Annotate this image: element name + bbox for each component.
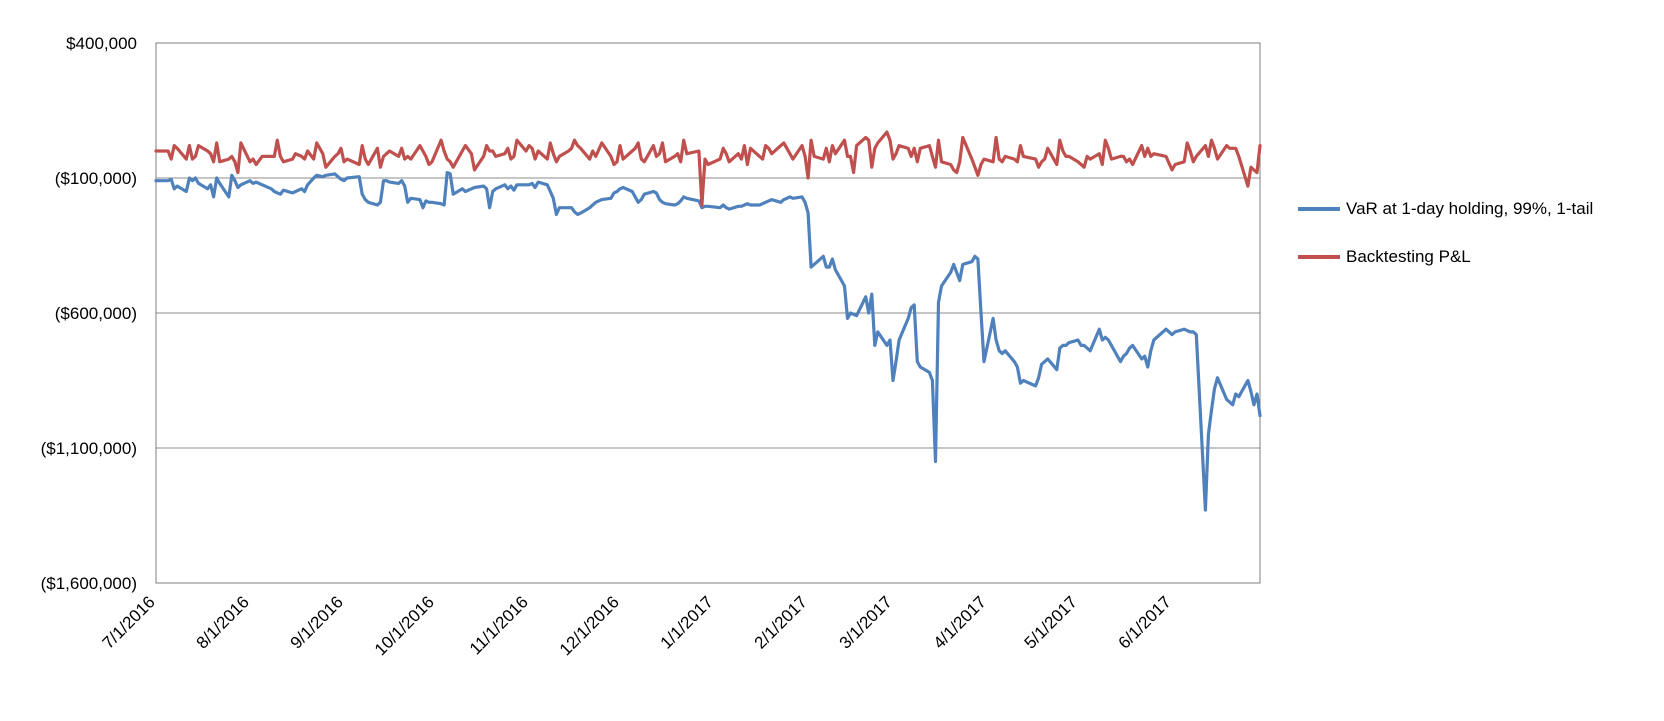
y-axis-tick-labels: $400,000 ($100,000) ($600,000) ($1,100,000)… — [41, 34, 137, 593]
y-tick-label-0: $400,000 — [66, 34, 137, 53]
legend-label-backtesting: Backtesting P&L — [1346, 247, 1471, 266]
series-line-0 — [154, 171, 1262, 512]
legend-item-var: VaR at 1-day holding, 99%, 1-tail — [1298, 195, 1593, 223]
x-tick-label-10: 5/1/2017 — [1021, 592, 1081, 652]
gridlines — [156, 177, 1260, 449]
series-line-1 — [154, 130, 1262, 207]
x-tick-label-11: 6/1/2017 — [1115, 592, 1175, 652]
x-tick-label-2: 9/1/2016 — [287, 592, 347, 652]
x-tick-label-7: 2/1/2017 — [751, 592, 811, 652]
x-tick-label-6: 1/1/2017 — [657, 592, 717, 652]
legend: VaR at 1-day holding, 99%, 1-tail Backte… — [1298, 195, 1593, 291]
legend-swatch-backtesting — [1298, 255, 1340, 259]
legend-label-var: VaR at 1-day holding, 99%, 1-tail — [1346, 199, 1594, 218]
x-tick-label-3: 10/1/2016 — [371, 592, 438, 659]
x-tick-label-8: 3/1/2017 — [836, 592, 896, 652]
series-layer — [154, 130, 1262, 512]
x-tick-label-9: 4/1/2017 — [930, 592, 990, 652]
y-tick-label-1: ($100,000) — [55, 169, 137, 188]
x-tick-label-4: 11/1/2016 — [466, 592, 532, 658]
x-axis-tick-labels: 7/1/2016 8/1/2016 9/1/2016 10/1/2016 11/1/20… — [99, 592, 1175, 659]
y-tick-label-2: ($600,000) — [55, 304, 137, 323]
legend-item-backtesting: Backtesting P&L — [1298, 243, 1593, 271]
y-tick-label-4: ($1,600,000) — [41, 574, 137, 593]
x-tick-label-0: 7/1/2016 — [99, 592, 159, 652]
x-tick-label-1: 8/1/2016 — [193, 592, 253, 652]
y-tick-label-3: ($1,100,000) — [41, 439, 137, 458]
legend-swatch-var — [1298, 207, 1340, 211]
x-tick-label-5: 12/1/2016 — [556, 592, 623, 659]
plot-area — [155, 42, 1261, 584]
